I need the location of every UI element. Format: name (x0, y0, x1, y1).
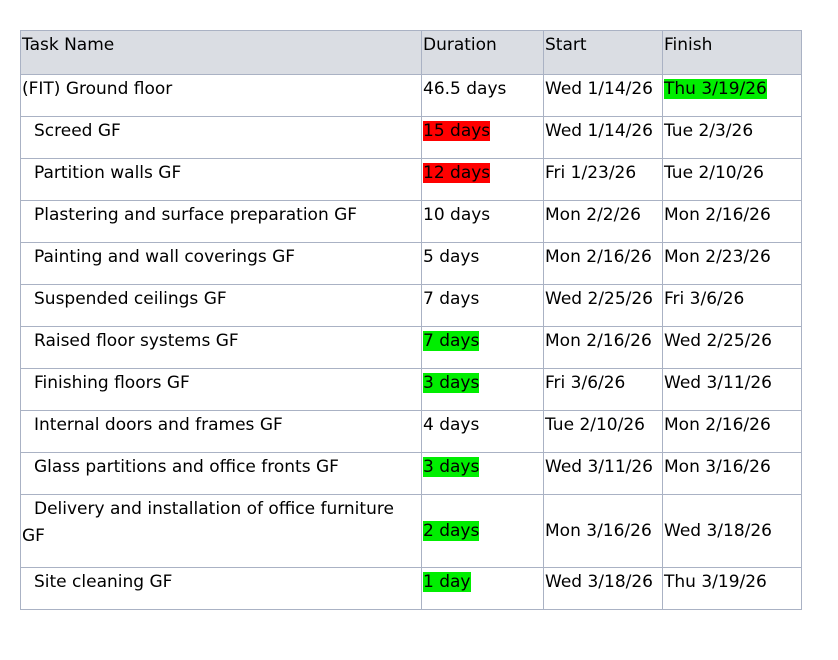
task-name-cell[interactable]: Screed GF (20, 116, 422, 159)
duration-highlight: 3 days (423, 457, 480, 477)
finish-cell[interactable]: Mon 2/23/26 (662, 242, 802, 285)
task-name-text: Screed GF (34, 121, 121, 141)
duration-highlight: 12 days (423, 163, 491, 183)
duration-cell[interactable]: 4 days (421, 410, 544, 453)
duration-cell[interactable]: 10 days (421, 200, 544, 243)
task-name-text: Suspended ceilings GF (34, 289, 227, 309)
table-row[interactable]: Partition walls GF 12 days Fri 1/23/26 T… (20, 158, 802, 201)
start-cell[interactable]: Mon 3/16/26 (543, 494, 663, 568)
column-header-duration[interactable]: Duration (421, 30, 544, 75)
column-header-finish[interactable]: Finish (662, 30, 802, 75)
task-name-cell[interactable]: Finishing floors GF (20, 368, 422, 411)
finish-cell[interactable]: Wed 2/25/26 (662, 326, 802, 369)
duration-highlight: 7 days (423, 331, 480, 351)
column-header-task-name[interactable]: Task Name (20, 30, 422, 75)
task-name-cell[interactable]: Delivery and installation of office furn… (20, 494, 422, 568)
duration-cell[interactable]: 46.5 days (421, 74, 544, 117)
summary-row[interactable]: (FIT) Ground floor 46.5 days Wed 1/14/26… (20, 74, 802, 117)
task-name-cell[interactable]: Painting and wall coverings GF (20, 242, 422, 285)
task-name-cell[interactable]: (FIT) Ground floor (20, 74, 422, 117)
finish-cell[interactable]: Fri 3/6/26 (662, 284, 802, 327)
task-name-cell[interactable]: Site cleaning GF (20, 567, 422, 610)
start-cell[interactable]: Wed 1/14/26 (543, 74, 663, 117)
column-header-start[interactable]: Start (543, 30, 663, 75)
task-name-text: Delivery and installation of office furn… (22, 499, 394, 546)
task-name-text: Painting and wall coverings GF (34, 247, 296, 267)
table-row[interactable]: Raised floor systems GF 7 days Mon 2/16/… (20, 326, 802, 369)
table-row[interactable]: Glass partitions and office fronts GF 3 … (20, 452, 802, 495)
start-cell[interactable]: Wed 3/18/26 (543, 567, 663, 610)
finish-cell[interactable]: Tue 2/3/26 (662, 116, 802, 159)
duration-cell[interactable]: 3 days (421, 452, 544, 495)
duration-highlight: 2 days (423, 521, 480, 541)
start-cell[interactable]: Fri 3/6/26 (543, 368, 663, 411)
task-name-text: Partition walls GF (34, 163, 182, 183)
start-cell[interactable]: Wed 1/14/26 (543, 116, 663, 159)
table-row[interactable]: Plastering and surface preparation GF 10… (20, 200, 802, 243)
table-row[interactable]: Internal doors and frames GF 4 days Tue … (20, 410, 802, 453)
finish-cell[interactable]: Mon 2/16/26 (662, 200, 802, 243)
task-name-text: Finishing floors GF (34, 373, 190, 393)
task-name-text: Site cleaning GF (34, 572, 173, 592)
task-name-cell[interactable]: Glass partitions and office fronts GF (20, 452, 422, 495)
start-cell[interactable]: Mon 2/16/26 (543, 242, 663, 285)
duration-highlight: 1 day (423, 572, 471, 592)
duration-cell[interactable]: 5 days (421, 242, 544, 285)
finish-cell[interactable]: Mon 2/16/26 (662, 410, 802, 453)
task-name-cell[interactable]: Plastering and surface preparation GF (20, 200, 422, 243)
start-cell[interactable]: Wed 3/11/26 (543, 452, 663, 495)
task-name-cell[interactable]: Raised floor systems GF (20, 326, 422, 369)
start-cell[interactable]: Mon 2/2/26 (543, 200, 663, 243)
task-name-cell[interactable]: Internal doors and frames GF (20, 410, 422, 453)
duration-highlight: 3 days (423, 373, 480, 393)
table-row[interactable]: Suspended ceilings GF 7 days Wed 2/25/26… (20, 284, 802, 327)
task-name-cell[interactable]: Suspended ceilings GF (20, 284, 422, 327)
header-row: Task Name Duration Start Finish (20, 30, 802, 75)
task-name-text: Glass partitions and office fronts GF (34, 457, 339, 477)
duration-cell[interactable]: 3 days (421, 368, 544, 411)
finish-highlight: Thu 3/19/26 (664, 79, 767, 99)
schedule-table: Task Name Duration Start Finish (FIT) Gr… (20, 30, 802, 610)
start-cell[interactable]: Tue 2/10/26 (543, 410, 663, 453)
finish-cell[interactable]: Wed 3/11/26 (662, 368, 802, 411)
table-row[interactable]: Site cleaning GF 1 day Wed 3/18/26 Thu 3… (20, 567, 802, 610)
table-row[interactable]: Delivery and installation of office furn… (20, 494, 802, 568)
start-cell[interactable]: Fri 1/23/26 (543, 158, 663, 201)
finish-cell[interactable]: Thu 3/19/26 (662, 567, 802, 610)
duration-cell[interactable]: 1 day (421, 567, 544, 610)
finish-cell[interactable]: Tue 2/10/26 (662, 158, 802, 201)
task-name-text: Plastering and surface preparation GF (34, 205, 358, 225)
duration-cell[interactable]: 12 days (421, 158, 544, 201)
start-cell[interactable]: Mon 2/16/26 (543, 326, 663, 369)
duration-cell[interactable]: 7 days (421, 326, 544, 369)
finish-cell[interactable]: Thu 3/19/26 (662, 74, 802, 117)
table-row[interactable]: Screed GF 15 days Wed 1/14/26 Tue 2/3/26 (20, 116, 802, 159)
duration-cell[interactable]: 2 days (421, 494, 544, 568)
finish-cell[interactable]: Mon 3/16/26 (662, 452, 802, 495)
task-name-text: Internal doors and frames GF (34, 415, 283, 435)
start-cell[interactable]: Wed 2/25/26 (543, 284, 663, 327)
task-name-text: Raised floor systems GF (34, 331, 239, 351)
finish-cell[interactable]: Wed 3/18/26 (662, 494, 802, 568)
table-row[interactable]: Finishing floors GF 3 days Fri 3/6/26 We… (20, 368, 802, 411)
task-name-cell[interactable]: Partition walls GF (20, 158, 422, 201)
duration-cell[interactable]: 15 days (421, 116, 544, 159)
duration-cell[interactable]: 7 days (421, 284, 544, 327)
duration-highlight: 15 days (423, 121, 491, 141)
table-row[interactable]: Painting and wall coverings GF 5 days Mo… (20, 242, 802, 285)
